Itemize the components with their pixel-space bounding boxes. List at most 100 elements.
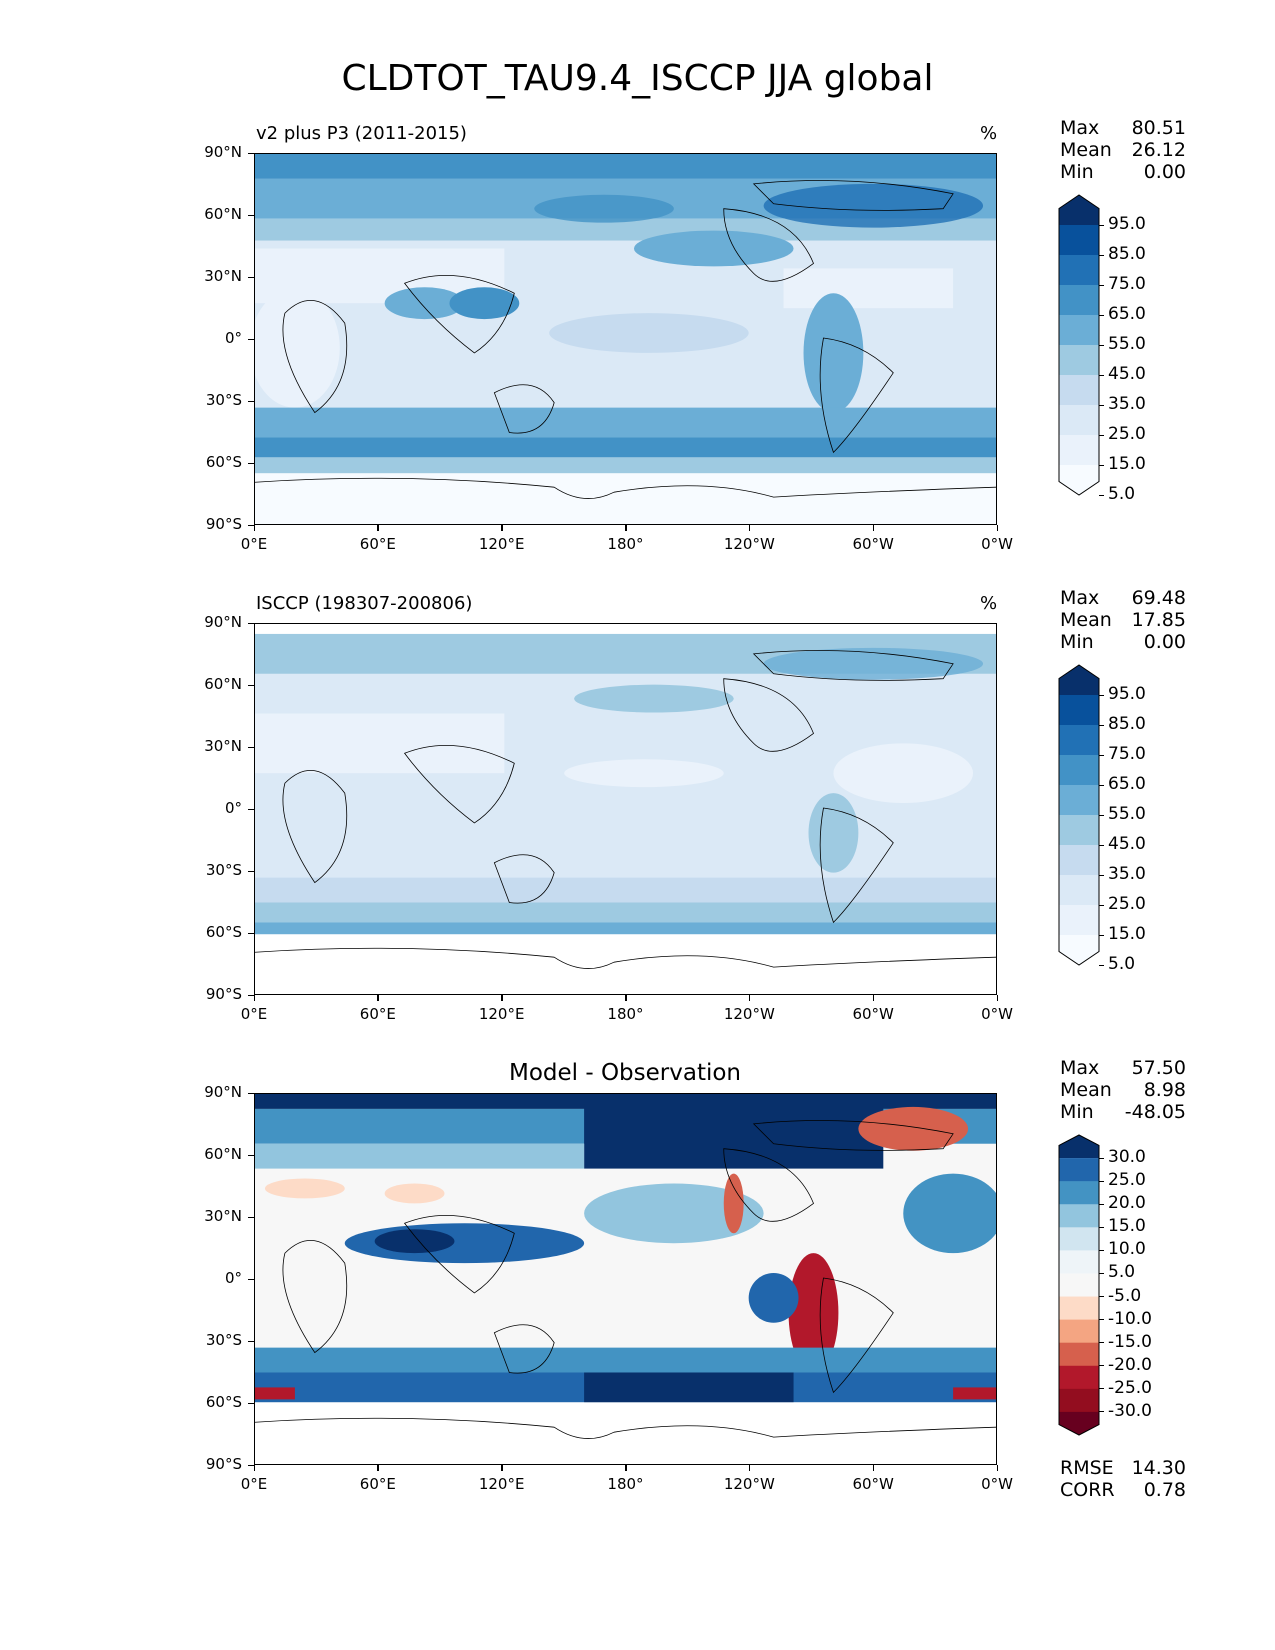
stat-label: Min [1060, 1101, 1094, 1123]
colorbar-segment [1059, 1365, 1099, 1390]
x-tick-label: 120°W [723, 1475, 775, 1493]
stat-row: Min -48.05 [1060, 1101, 1186, 1123]
colorbar-tick-label: 55.0 [1108, 334, 1146, 354]
stat-label: Min [1060, 631, 1094, 653]
colorbar-segment [1059, 285, 1099, 316]
y-tick-label: 0° [224, 329, 242, 347]
x-tick-label: 120°W [723, 535, 775, 553]
colorbar [1058, 664, 1100, 966]
x-tick-label: 180° [607, 1005, 644, 1023]
colorbar-segment [1059, 1273, 1099, 1298]
colorbar-segment [1059, 1296, 1099, 1321]
map-observation [254, 623, 997, 995]
colorbar-segment [1059, 195, 1099, 225]
colorbar-segment [1059, 255, 1099, 286]
colorbar-segment [1059, 1227, 1099, 1251]
stat-value: 57.50 [1131, 1057, 1186, 1079]
stat-value: 14.30 [1131, 1457, 1186, 1479]
colorbar-tick-mark [1099, 224, 1104, 226]
colorbar-tick-mark [1099, 284, 1104, 286]
y-tick-label: 30°S [205, 391, 242, 409]
colorbar-tick-label: 10.0 [1108, 1239, 1146, 1260]
y-tick-mark [248, 746, 254, 748]
x-tick-label: 60°E [359, 1005, 396, 1023]
panel-obs: ISCCP (198307-200806) % 90°N 60°N 30°N 0° 30… [0, 587, 1275, 1023]
x-tick-label: 0°E [240, 1475, 268, 1493]
colorbar-tick-mark [1099, 784, 1104, 786]
colorbar-tick-label: 15.0 [1108, 924, 1146, 944]
units-label: % [980, 123, 998, 144]
y-tick-mark [248, 684, 254, 686]
stat-row: Min 0.00 [1060, 161, 1186, 183]
colorbar-segment [1059, 1181, 1099, 1205]
colorbar-segment [1059, 1204, 1099, 1228]
y-tick-label: 90°N [204, 143, 242, 161]
colorbar-segment [1059, 465, 1099, 495]
y-tick-label: 0° [224, 799, 242, 817]
y-tick-mark [248, 1154, 254, 1156]
stat-label: CORR [1060, 1479, 1115, 1501]
colorbar-tick-label: 35.0 [1108, 394, 1146, 414]
colorbar [1058, 1134, 1100, 1436]
colorbar-segment [1059, 695, 1099, 726]
x-tick-mark [501, 1465, 503, 1471]
x-tick-label: 120°E [478, 535, 525, 553]
colorbar-segment [1059, 315, 1099, 346]
y-tick-label: 60°N [204, 205, 242, 223]
colorbar-tick-label: 75.0 [1108, 274, 1146, 294]
colorbar-tick-mark [1099, 434, 1104, 436]
stat-value: 69.48 [1131, 587, 1186, 609]
colorbar-tick-label: 15.0 [1108, 454, 1146, 474]
panel-model: v2 plus P3 (2011-2015) % 90°N 60°N 30°N 0° 3… [0, 117, 1275, 553]
stat-label: Mean [1060, 609, 1112, 631]
colorbar-tick-label: 25.0 [1108, 424, 1146, 444]
y-tick-mark [248, 1340, 254, 1342]
y-tick-mark [248, 338, 254, 340]
stat-row: Mean 26.12 [1060, 139, 1186, 161]
colorbar-segment [1059, 1250, 1099, 1274]
x-tick-mark [872, 995, 875, 1001]
colorbar-tick-mark [1099, 314, 1104, 316]
stats-block: Max 69.48 Mean 17.85 Min 0.00 [1060, 587, 1186, 653]
colorbar-segment [1059, 375, 1099, 406]
colorbar-tick-label: 65.0 [1108, 304, 1146, 324]
stat-row: CORR 0.78 [1060, 1479, 1186, 1501]
y-tick-label: 0° [224, 1269, 242, 1287]
x-tick-mark [253, 525, 255, 531]
y-tick-label: 90°N [204, 1083, 242, 1101]
colorbar-outline [1058, 664, 1100, 966]
colorbar-tick-label: 5.0 [1108, 954, 1136, 974]
colorbar-tick-label: 75.0 [1108, 744, 1146, 764]
x-tick-mark [377, 525, 379, 531]
colorbar-segment [1059, 845, 1099, 876]
panel-label: v2 plus P3 (2011-2015) [256, 123, 467, 144]
x-tick-label: 180° [607, 1475, 644, 1493]
colorbar-segment [1059, 1411, 1099, 1435]
y-tick-mark [248, 214, 254, 216]
stat-value: -48.05 [1124, 1101, 1186, 1123]
colorbar-tick-mark [1099, 1272, 1104, 1274]
colorbar-tick-label: -25.0 [1108, 1377, 1152, 1398]
colorbar-tick-label: 25.0 [1108, 894, 1146, 914]
y-tick-mark [248, 870, 254, 872]
colorbar-tick-mark [1099, 1296, 1104, 1298]
stat-row: Max 69.48 [1060, 587, 1186, 609]
colorbar-tick-label: -30.0 [1108, 1400, 1152, 1421]
x-tick-label: 120°W [723, 1005, 775, 1023]
colorbar-tick-label: 95.0 [1108, 684, 1146, 704]
stat-label: Max [1060, 587, 1100, 609]
x-tick-mark [377, 995, 379, 1001]
panel-label: Model - Observation [508, 1060, 742, 1086]
x-tick-label: 60°E [359, 535, 396, 553]
colorbar-segment [1059, 665, 1099, 695]
stat-value: 0.78 [1143, 1479, 1186, 1501]
y-tick-mark [248, 622, 254, 624]
panel-difference: Model - Observation 90° [0, 1057, 1275, 1501]
x-tick-mark [996, 525, 998, 531]
colorbar-segment [1059, 1319, 1099, 1344]
colorbar-tick-label: 95.0 [1108, 214, 1146, 234]
colorbar-tick-label: 30.0 [1108, 1147, 1146, 1168]
y-tick-label: 60°S [205, 453, 242, 471]
stat-row: Mean 8.98 [1060, 1079, 1186, 1101]
colorbar-outline [1058, 1134, 1100, 1436]
